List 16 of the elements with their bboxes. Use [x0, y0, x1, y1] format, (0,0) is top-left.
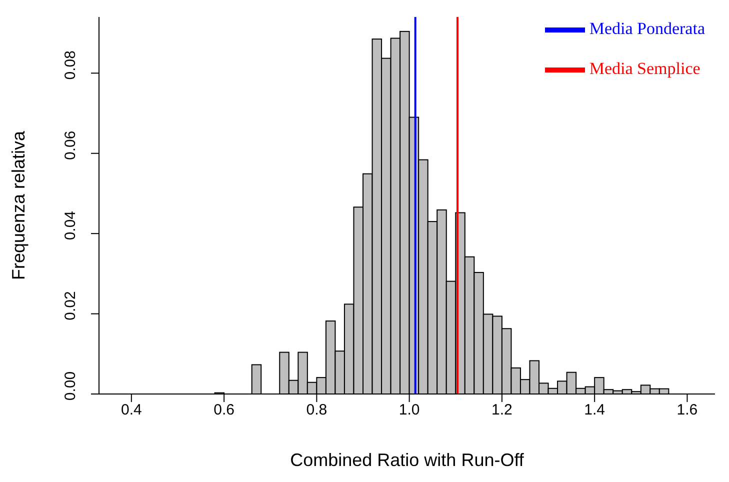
x-tick-label: 0.4 [120, 402, 142, 419]
y-tick-label: 0.00 [62, 371, 79, 401]
y-tick-label: 0.08 [62, 50, 79, 80]
x-tick-label: 1.2 [492, 402, 512, 419]
y-axis-title: Frequenza relativa [8, 130, 28, 280]
x-tick-label: 1.0 [398, 402, 420, 419]
ref-line-label: Media Semplice [589, 58, 700, 78]
y-tick-label: 0.02 [62, 291, 79, 320]
x-tick-label: 0.6 [214, 402, 234, 419]
x-tick-label: 1.6 [676, 402, 698, 419]
x-axis-title: Combined Ratio with Run-Off [290, 450, 525, 470]
x-tick-label: 0.8 [306, 402, 328, 419]
ref-line-label: Media Ponderata [589, 18, 705, 38]
x-tick-label: 1.4 [584, 402, 606, 419]
y-tick-label: 0.04 [62, 210, 79, 240]
y-tick-label: 0.06 [62, 130, 79, 160]
